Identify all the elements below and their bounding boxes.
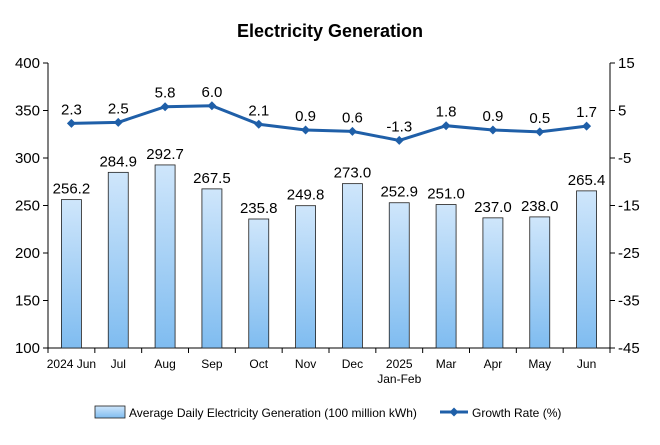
bar [201,188,223,349]
y-right-tick-label: 5 [618,103,626,120]
growth-rate-label: -1.3 [386,118,412,135]
bar-value-label: 265.4 [568,172,606,189]
growth-rate-marker [347,126,357,136]
y-left-tick-label: 350 [15,103,40,120]
growth-rate-label: 1.7 [576,104,597,121]
growth-rate-label: 0.9 [295,108,316,125]
x-tick-label: Aug [154,357,175,371]
growth-rate-marker [207,101,217,111]
bar [107,171,129,349]
bar [342,183,363,349]
y-right-tick-label: -15 [618,198,640,215]
x-tick-label: Oct [249,357,268,371]
y-left-tick-label: 400 [15,55,40,72]
growth-rate-marker [394,135,404,145]
bar-value-label: 256.2 [53,181,91,198]
x-tick-label: 2025 Jan-Feb [377,357,421,386]
bar [482,217,504,349]
legend-bar-swatch [94,405,126,419]
growth-rate-label: 6.0 [201,84,222,101]
bar [435,204,457,349]
y-right-tick-label: -5 [618,150,631,167]
x-tick-label: Sep [201,357,223,371]
growth-rate-marker [441,121,451,131]
growth-rate-marker [160,102,170,112]
x-tick-label: Nov [295,357,316,371]
growth-rate-marker [488,125,498,135]
legend-line-label: Growth Rate (%) [472,406,561,420]
growth-rate-label: 0.6 [342,109,363,126]
bar [388,202,410,349]
y-left-tick-label: 200 [15,245,40,262]
x-tick-label: Dec [342,357,363,371]
bar-value-label: 292.7 [146,146,184,163]
legend-line-marker [449,407,459,417]
legend-bar-label: Average Daily Electricity Generation (10… [129,406,417,420]
bar-value-label: 238.0 [521,198,559,215]
growth-rate-label: 2.3 [61,101,82,118]
y-right-tick-label: 15 [618,55,635,72]
x-tick-label: 2024 Jun [47,357,96,371]
x-tick-label: Mar [436,357,457,371]
bar-value-label: 251.0 [427,186,465,203]
bar-value-label: 273.0 [334,165,372,182]
growth-rate-label: 5.8 [155,85,176,102]
growth-rate-label: 0.9 [482,108,503,125]
growth-rate-marker [66,118,76,128]
y-right-tick-label: -35 [618,293,640,310]
bar-value-label: 237.0 [474,199,512,216]
bar-value-label: 284.9 [99,153,137,170]
growth-rate-label: 1.8 [436,104,457,121]
bar-value-label: 252.9 [380,184,418,201]
bar [248,218,270,349]
y-left-tick-label: 250 [15,198,40,215]
y-right-tick-label: -25 [618,245,640,262]
y-left-tick-label: 100 [15,340,40,357]
growth-rate-marker [535,127,545,137]
bar-value-label: 267.5 [193,170,231,187]
growth-rate-marker [301,125,311,135]
chart-title: Electricity Generation [237,21,423,41]
bar-value-label: 249.8 [287,187,325,204]
growth-rate-marker [582,121,592,131]
bar [576,190,597,349]
growth-rate-line [71,104,587,142]
y-right-tick-label: -45 [618,340,640,357]
x-tick-label: Jul [111,357,126,371]
growth-rate-marker [254,119,264,129]
bar-value-label: 235.8 [240,200,278,217]
growth-rate-label: 2.1 [248,102,269,119]
x-tick-label: Apr [484,357,503,371]
bar [61,199,82,349]
growth-rate-marker [113,117,123,127]
growth-rate-label: 0.5 [529,110,550,127]
bar [154,164,176,349]
bar [295,205,316,349]
x-tick-label: May [528,357,551,371]
bar [529,216,551,349]
x-tick-label: Jun [577,357,596,371]
y-left-tick-label: 300 [15,150,40,167]
y-left-tick-label: 150 [15,293,40,310]
growth-rate-label: 2.5 [108,100,129,117]
